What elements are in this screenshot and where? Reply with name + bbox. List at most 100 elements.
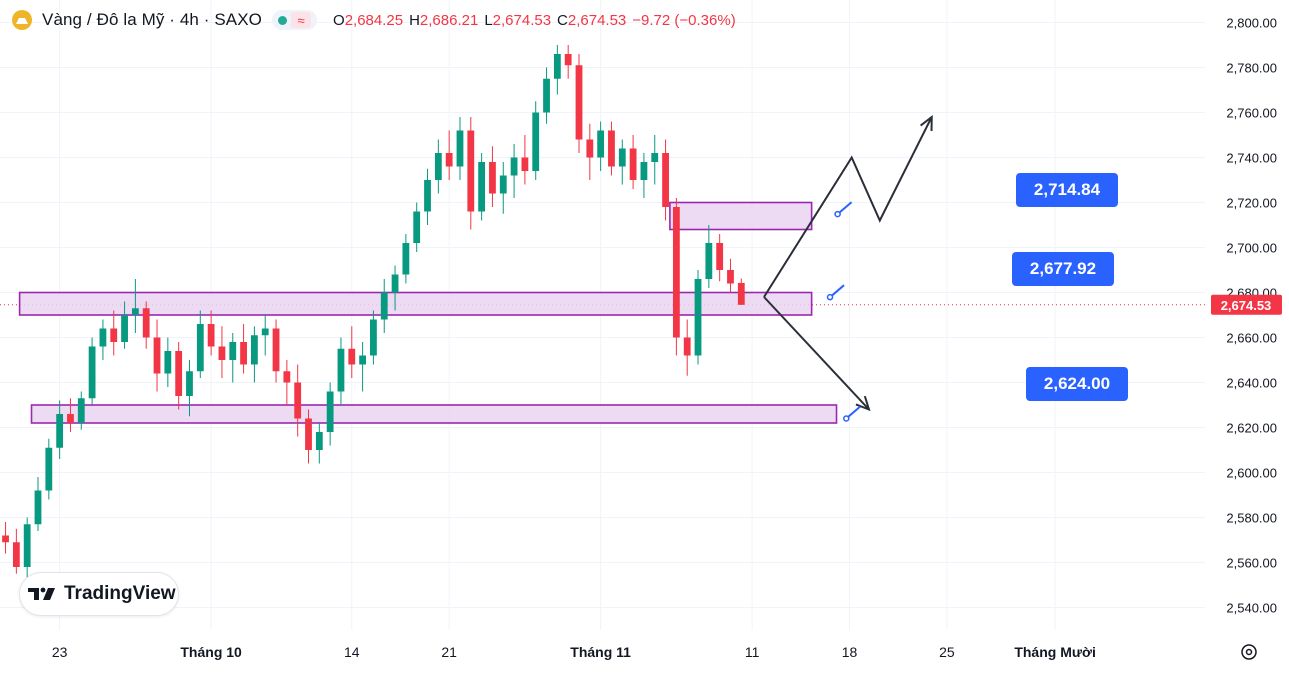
candle-body[interactable] <box>348 348 356 365</box>
candle-body[interactable] <box>218 346 226 361</box>
candle-body[interactable] <box>521 157 529 172</box>
projection-down-path[interactable] <box>763 296 870 411</box>
y-axis-tick-label: 2,720.00 <box>1226 196 1277 211</box>
tradingview-logo[interactable]: TradingView <box>19 572 179 616</box>
candle-body[interactable] <box>553 54 561 79</box>
candle-body[interactable] <box>110 328 118 343</box>
x-axis-tick-label: 25 <box>939 644 955 660</box>
candle-body[interactable] <box>737 282 745 305</box>
candle-body[interactable] <box>305 418 312 451</box>
candle-body[interactable] <box>380 292 388 320</box>
settings-gear-hub <box>1245 648 1253 656</box>
candle-body[interactable] <box>240 342 247 365</box>
y-axis-tick-label: 2,700.00 <box>1226 241 1277 256</box>
settings-gear-icon[interactable] <box>1241 644 1257 660</box>
callout-lower[interactable]: 2,624.00 <box>1026 367 1128 401</box>
candle-body[interactable] <box>251 335 258 365</box>
candle-body[interactable] <box>261 328 269 336</box>
candle-body[interactable] <box>662 153 669 207</box>
candle-body[interactable] <box>164 351 172 374</box>
candle-body[interactable] <box>564 54 572 66</box>
candle-body[interactable] <box>2 535 9 543</box>
candle-body[interactable] <box>694 279 702 356</box>
candle-body[interactable] <box>629 148 637 181</box>
candle-body[interactable] <box>705 243 713 279</box>
candle-body[interactable] <box>727 270 734 284</box>
callout-mid[interactable]: 2,677.92 <box>1012 252 1114 286</box>
low-value: 2,674.53 <box>492 11 552 29</box>
candle-body[interactable] <box>207 324 215 347</box>
callout-mid-anchor <box>826 293 834 301</box>
projection-down-arrowhead-icon <box>855 395 871 412</box>
low-label: L <box>484 11 493 29</box>
candle-body[interactable] <box>121 315 128 342</box>
candle-body[interactable] <box>489 162 496 194</box>
candle-body[interactable] <box>229 342 237 360</box>
candle-body[interactable] <box>326 391 334 433</box>
market-status[interactable]: ≈ <box>272 10 318 30</box>
candle-body[interactable] <box>88 346 96 399</box>
candle-body[interactable] <box>499 175 507 194</box>
candle-body[interactable] <box>510 157 518 176</box>
candle-body[interactable] <box>467 130 475 212</box>
candle-body[interactable] <box>359 355 366 365</box>
candle-body[interactable] <box>12 542 20 567</box>
candle-body[interactable] <box>99 328 107 347</box>
candle-body[interactable] <box>294 382 302 419</box>
candle-body[interactable] <box>56 414 64 448</box>
x-axis-tick-label: 11 <box>745 644 760 660</box>
candle-body[interactable] <box>45 447 53 491</box>
candle-body[interactable] <box>391 274 399 293</box>
candle-body[interactable] <box>618 148 626 167</box>
ohlc-values: O2,684.25 H2,686.21 L2,674.53 C2,674.53 … <box>333 12 736 29</box>
candle-body[interactable] <box>597 130 605 158</box>
candle-body[interactable] <box>424 180 431 212</box>
candle-body[interactable] <box>456 130 464 167</box>
tradingview-logo-text: TradingView <box>64 583 176 604</box>
candle-body[interactable] <box>131 308 139 315</box>
x-axis-tick-label: 14 <box>344 644 360 660</box>
candle-body[interactable] <box>445 153 453 167</box>
symbol-title[interactable]: Vàng / Đô la Mỹ · 4h · SAXO <box>42 10 263 29</box>
y-axis-tick-label: 2,620.00 <box>1226 421 1277 436</box>
zone-lower[interactable] <box>30 404 838 424</box>
candle-body[interactable] <box>640 162 648 180</box>
candle-body[interactable] <box>683 337 691 356</box>
candle-body[interactable] <box>543 78 550 113</box>
candle-body[interactable] <box>575 65 583 140</box>
zone-mid[interactable] <box>18 291 813 316</box>
candle-body[interactable] <box>34 490 42 525</box>
candle-body[interactable] <box>651 153 659 162</box>
candle-body[interactable] <box>608 130 615 167</box>
candle-body[interactable] <box>23 524 31 567</box>
candle-body[interactable] <box>586 139 594 158</box>
candle-body[interactable] <box>532 112 540 172</box>
zone-upper[interactable] <box>669 201 813 231</box>
candle-body[interactable] <box>186 371 193 396</box>
candle-body[interactable] <box>402 243 410 275</box>
candle-body[interactable] <box>370 319 377 356</box>
candle-body[interactable] <box>478 162 486 212</box>
candle-body[interactable] <box>434 153 442 180</box>
candle-body[interactable] <box>196 324 204 372</box>
x-axis-tick-label: 18 <box>842 644 858 660</box>
candle-body[interactable] <box>413 211 421 244</box>
candle-body[interactable] <box>175 351 183 396</box>
last-price-tag[interactable] <box>1211 294 1282 315</box>
candle-body[interactable] <box>283 371 291 383</box>
candle-body[interactable] <box>142 308 150 338</box>
candle-body[interactable] <box>272 328 280 372</box>
projection-up-path[interactable] <box>763 116 933 298</box>
x-axis-tick-label: Tháng 10 <box>180 644 242 660</box>
candle-body[interactable] <box>77 398 85 423</box>
gold-symbol-icon[interactable] <box>12 10 32 30</box>
candle-body[interactable] <box>67 414 74 423</box>
callout-lower-text: 2,624.00 <box>1043 374 1111 393</box>
candle-body[interactable] <box>716 243 724 270</box>
callout-upper[interactable]: 2,714.84 <box>1016 173 1118 207</box>
candle-body[interactable] <box>315 432 323 450</box>
candle-body[interactable] <box>337 348 345 392</box>
candle-body[interactable] <box>153 337 161 374</box>
candle-body[interactable] <box>672 207 680 338</box>
